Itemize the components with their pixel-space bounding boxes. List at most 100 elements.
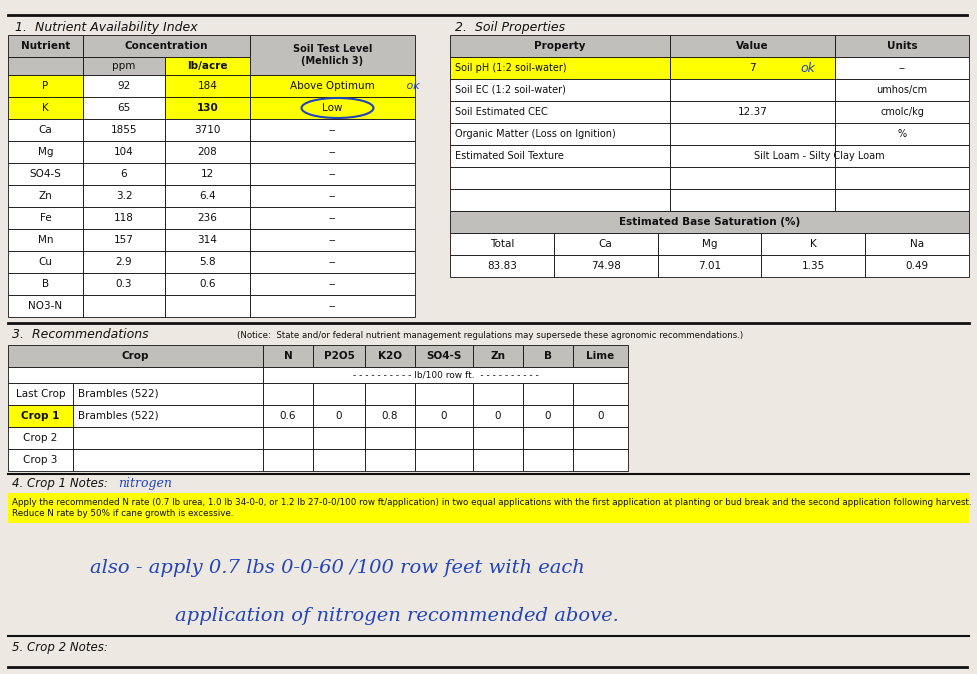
Bar (670, 123, 835, 145)
Bar (658, 255, 761, 277)
Text: 0: 0 (494, 411, 501, 421)
Text: 12: 12 (201, 169, 214, 179)
Bar (8, 185, 83, 207)
Text: Property: Property (534, 41, 586, 51)
Text: Soil Estimated CEC: Soil Estimated CEC (455, 107, 548, 117)
Bar (83, 119, 165, 141)
Bar (313, 405, 365, 427)
Bar (450, 79, 670, 101)
Text: 5.8: 5.8 (199, 257, 216, 267)
Text: 157: 157 (114, 235, 134, 245)
Text: Silt Loam - Silty Clay Loam: Silt Loam - Silty Clay Loam (754, 151, 885, 161)
Bar (573, 383, 628, 405)
Text: SO4-S: SO4-S (426, 351, 462, 361)
Text: Value: Value (737, 41, 769, 51)
Bar (835, 189, 969, 211)
Bar (313, 345, 365, 367)
Bar (8, 35, 83, 57)
Bar (8, 449, 73, 471)
Text: P2O5: P2O5 (323, 351, 355, 361)
Text: Soil Test Level
(Mehlich 3): Soil Test Level (Mehlich 3) (293, 44, 372, 66)
Text: Units: Units (887, 41, 917, 51)
Text: Lime: Lime (586, 351, 615, 361)
Text: nitrogen: nitrogen (118, 477, 172, 489)
Bar (8, 273, 83, 295)
Bar (263, 345, 313, 367)
Text: ok: ok (403, 81, 420, 91)
Bar (415, 405, 473, 427)
Text: 0.8: 0.8 (382, 411, 399, 421)
Bar (8, 75, 83, 97)
Text: --: -- (328, 257, 336, 267)
Bar (263, 383, 313, 405)
Text: Ca: Ca (599, 239, 613, 249)
Bar (835, 79, 969, 101)
Bar (250, 163, 415, 185)
Bar (835, 123, 969, 145)
Bar (573, 405, 628, 427)
Bar (365, 427, 415, 449)
Bar (83, 163, 165, 185)
Text: 0: 0 (441, 411, 447, 421)
Text: Ca: Ca (39, 125, 53, 135)
Bar (250, 229, 415, 251)
Bar (866, 233, 969, 255)
Bar (8, 427, 73, 449)
Text: 4. Crop 1 Notes:: 4. Crop 1 Notes: (12, 477, 107, 489)
Bar (473, 449, 523, 471)
Text: 0.49: 0.49 (906, 261, 929, 271)
Bar (365, 449, 415, 471)
Bar (263, 449, 313, 471)
Bar (165, 185, 250, 207)
Text: SO4-S: SO4-S (29, 169, 62, 179)
Text: 0.6: 0.6 (279, 411, 296, 421)
Text: 0.6: 0.6 (199, 279, 216, 289)
Bar (670, 35, 835, 57)
Bar (8, 345, 263, 367)
Text: NO3-N: NO3-N (28, 301, 63, 311)
Text: 3710: 3710 (194, 125, 221, 135)
Bar (8, 141, 83, 163)
Bar (250, 273, 415, 295)
Text: 7.01: 7.01 (698, 261, 721, 271)
Bar (658, 233, 761, 255)
Text: 2.  Soil Properties: 2. Soil Properties (455, 20, 565, 34)
Bar (523, 427, 573, 449)
Bar (450, 255, 554, 277)
Bar (8, 57, 83, 75)
Text: 1.  Nutrient Availability Index: 1. Nutrient Availability Index (15, 20, 197, 34)
Text: 2.9: 2.9 (115, 257, 132, 267)
Text: application of nitrogen recommended above.: application of nitrogen recommended abov… (175, 607, 618, 625)
Bar (523, 383, 573, 405)
Text: 1855: 1855 (110, 125, 137, 135)
Text: Na: Na (910, 239, 924, 249)
Bar (83, 185, 165, 207)
Text: B: B (544, 351, 552, 361)
Text: --: -- (328, 213, 336, 223)
Bar (250, 295, 415, 317)
Text: --: -- (328, 125, 336, 135)
Bar (250, 251, 415, 273)
Text: ok: ok (800, 61, 815, 75)
Text: Total: Total (489, 239, 514, 249)
Bar (8, 493, 969, 523)
Bar (165, 97, 250, 119)
Bar (165, 273, 250, 295)
Text: B: B (42, 279, 49, 289)
Bar (450, 233, 554, 255)
Text: Estimated Soil Texture: Estimated Soil Texture (455, 151, 564, 161)
Bar (83, 229, 165, 251)
Text: 104: 104 (114, 147, 134, 157)
Text: Mg: Mg (38, 147, 54, 157)
Text: K2O: K2O (378, 351, 402, 361)
Text: 208: 208 (197, 147, 217, 157)
Text: Crop: Crop (122, 351, 149, 361)
Bar (473, 427, 523, 449)
Bar (250, 185, 415, 207)
Text: --: -- (328, 279, 336, 289)
Text: Mg: Mg (701, 239, 717, 249)
Text: 83.83: 83.83 (487, 261, 517, 271)
Bar (835, 145, 969, 167)
Bar (473, 405, 523, 427)
Text: K: K (42, 103, 49, 113)
